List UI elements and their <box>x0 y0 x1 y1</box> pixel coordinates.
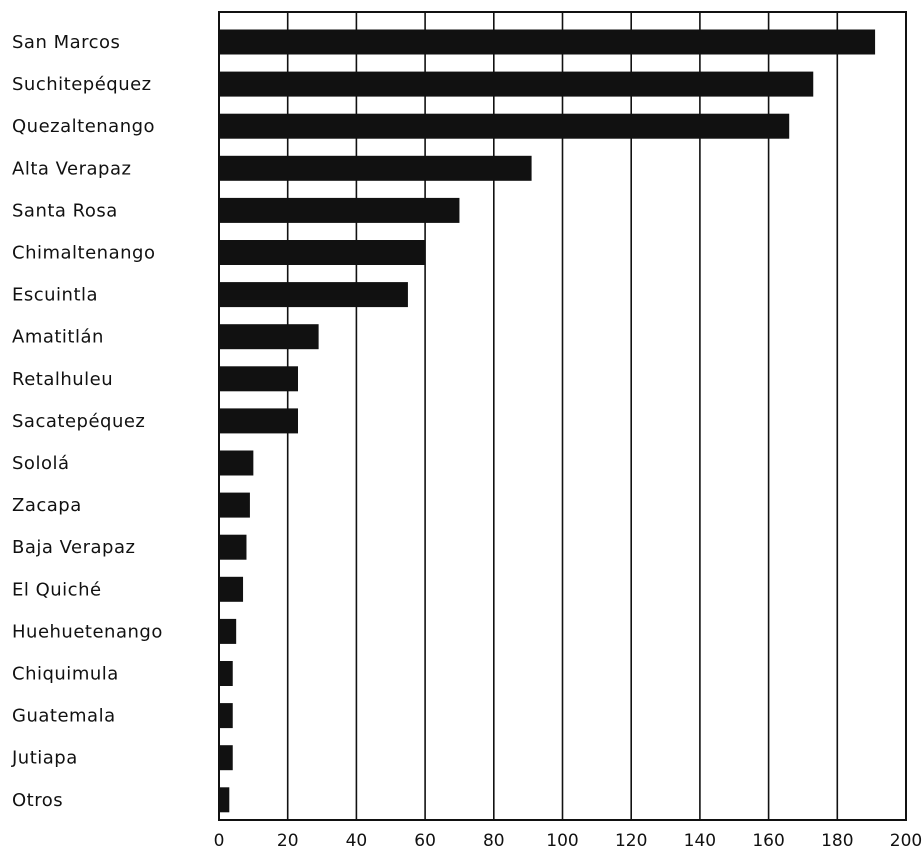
category-label: Escuintla <box>12 285 98 306</box>
category-label: Sololá <box>12 453 69 474</box>
bar <box>220 155 532 181</box>
bar <box>220 576 244 602</box>
x-tick-label: 120 <box>615 831 647 851</box>
category-label: Baja Verapaz <box>12 537 135 558</box>
bar <box>220 534 247 560</box>
bar <box>220 408 299 434</box>
category-label: Otros <box>12 790 63 811</box>
bar <box>220 745 233 771</box>
category-label: Jutiapa <box>11 748 78 769</box>
x-tick-label-layer: 0 20 40 60 80 100 120 140 160 180 200 <box>214 831 923 851</box>
category-label: San Marcos <box>12 32 120 53</box>
x-tick-label: 140 <box>684 831 716 851</box>
bar <box>220 324 319 350</box>
category-label: Chimaltenango <box>12 243 155 264</box>
category-label: Zacapa <box>12 495 82 516</box>
x-tick-label: 20 <box>277 831 299 851</box>
category-label: Sacatepéquez <box>12 411 145 432</box>
bar <box>220 450 254 476</box>
category-label: Retalhuleu <box>12 369 113 390</box>
category-label: Suchitepéquez <box>12 74 152 95</box>
bar <box>220 197 460 223</box>
bar <box>220 113 790 139</box>
x-tick-label: 180 <box>821 831 853 851</box>
bar-layer <box>220 29 876 813</box>
category-label: Huehuetenango <box>12 621 163 642</box>
bar <box>220 240 426 265</box>
bar <box>220 71 814 97</box>
category-label-layer: San Marcos Suchitepéquez Quezaltenango Alta… <box>11 32 163 811</box>
category-label: Alta Verapaz <box>12 158 131 179</box>
x-tick-label: 160 <box>752 831 784 851</box>
bar <box>220 366 299 392</box>
x-tick-label: 40 <box>346 831 368 851</box>
x-tick-label: 80 <box>483 831 505 851</box>
category-label: Quezaltenango <box>12 116 155 137</box>
category-label: Chiquimula <box>12 664 119 685</box>
bar <box>220 29 876 55</box>
category-label: El Quiché <box>12 579 102 600</box>
bar <box>220 703 233 729</box>
x-tick-label: 60 <box>414 831 436 851</box>
category-label: Guatemala <box>12 706 116 727</box>
x-tick-label: 200 <box>890 831 922 851</box>
bar <box>220 787 230 813</box>
bar <box>220 282 408 308</box>
bar <box>220 618 237 644</box>
category-label: Santa Rosa <box>12 200 118 221</box>
category-label: Amatitlán <box>12 327 104 348</box>
grid-layer <box>218 11 907 821</box>
x-tick-label: 100 <box>546 831 578 851</box>
x-tick-label: 0 <box>214 831 225 851</box>
bar <box>220 492 250 518</box>
bar <box>220 661 233 686</box>
